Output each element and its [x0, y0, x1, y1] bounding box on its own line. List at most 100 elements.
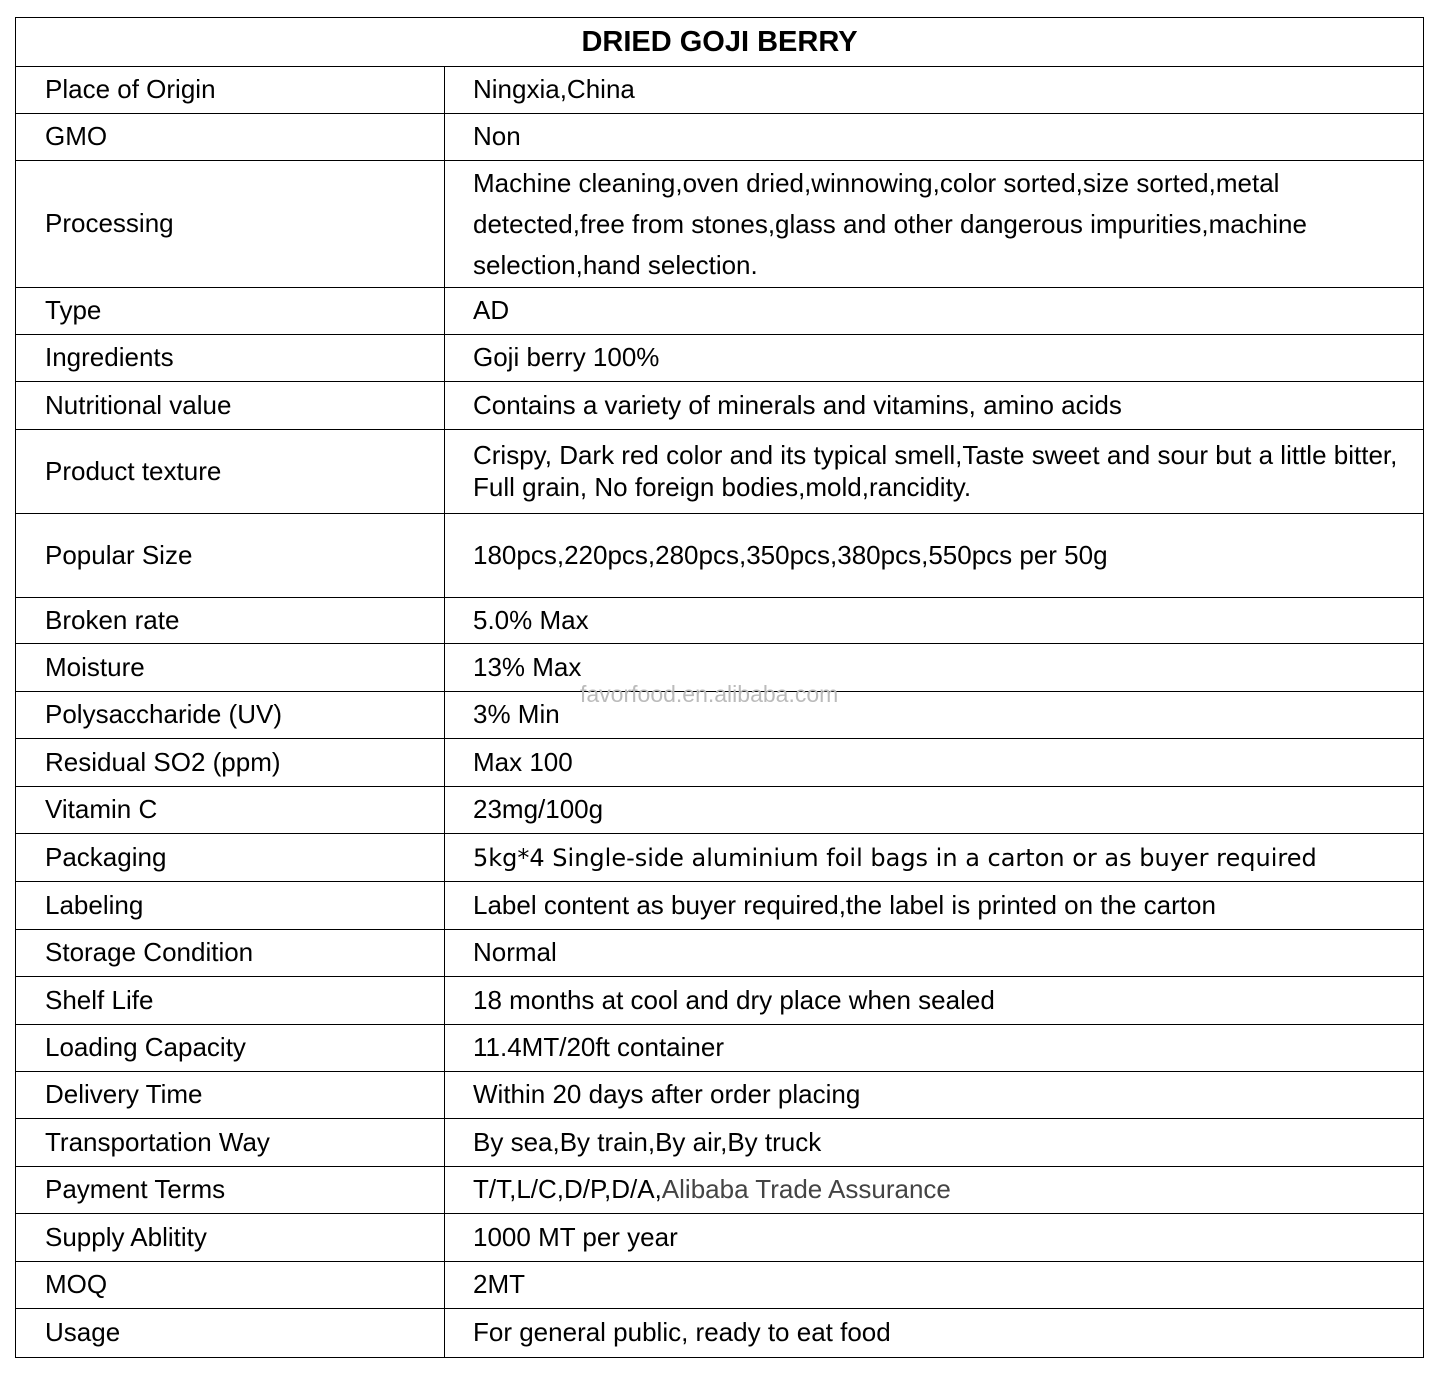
row-label: Packaging [15, 833, 445, 882]
spec-table: DRIED GOJI BERRY Place of Origin Ningxia,… [15, 17, 1424, 1358]
row-value: T/T,L/C,D/P,D/A,Alibaba Trade Assurance [444, 1166, 1424, 1214]
row-value: 1000 MT per year [444, 1213, 1424, 1262]
row-label: Residual SO2 (ppm) [15, 738, 445, 787]
table-row: Loading Capacity 11.4MT/20ft container [15, 1024, 1424, 1072]
table-row: Shelf Life 18 months at cool and dry plac… [15, 976, 1424, 1025]
table-title: DRIED GOJI BERRY [15, 17, 1424, 67]
table-row: Transportation Way By sea,By train,By air… [15, 1118, 1424, 1167]
trade-assurance-text: Alibaba Trade Assurance [661, 1174, 951, 1205]
row-label: Ingredients [15, 334, 445, 382]
row-label: Delivery Time [15, 1071, 445, 1119]
table-row: MOQ 2MT [15, 1261, 1424, 1309]
row-value-text: 23mg/100g [473, 794, 604, 825]
row-value-text: 5.0% Max [473, 604, 589, 635]
row-value-text: 2MT [473, 1269, 525, 1300]
row-value: 180pcs,220pcs,280pcs,350pcs,380pcs,550pc… [444, 513, 1424, 598]
row-value-text: 13% Max [473, 651, 582, 682]
row-value: 5kg*4 Single-side aluminium foil bags in… [444, 833, 1424, 882]
row-value-text: 5kg*4 Single-side aluminium foil bags in… [473, 843, 1317, 872]
table-row: Polysaccharide (UV) 3% Min [15, 691, 1424, 739]
row-label: Product texture [15, 429, 445, 514]
row-value-text: AD [473, 295, 510, 326]
row-value-text: Max 100 [473, 746, 573, 777]
row-value: Contains a variety of minerals and vitam… [444, 381, 1424, 430]
table-row: Vitamin C 23mg/100g [15, 786, 1424, 834]
row-value-text: Non [473, 121, 521, 152]
table-row: Product texture Crispy, Dark red color an… [15, 429, 1424, 514]
row-value-text: Contains a variety of minerals and vitam… [473, 389, 1122, 420]
table-row: Popular Size 180pcs,220pcs,280pcs,350pcs,… [15, 513, 1424, 598]
row-value: 13% Max [444, 643, 1424, 692]
row-label: Transportation Way [15, 1118, 445, 1167]
row-value-text: Within 20 days after order placing [473, 1079, 861, 1110]
row-value-text: T/T,L/C,D/P,D/A, [473, 1174, 662, 1205]
row-value-text: Ningxia,China [473, 74, 635, 105]
table-row: Payment Terms T/T,L/C,D/P,D/A,Alibaba Tra… [15, 1166, 1424, 1214]
table-row: Supply Ablitity 1000 MT per year [15, 1213, 1424, 1262]
table-row: Processing Machine cleaning,oven dried,wi… [15, 160, 1424, 288]
row-label: MOQ [15, 1261, 445, 1309]
row-value: 23mg/100g [444, 786, 1424, 834]
row-value-text: Normal [473, 937, 557, 968]
table-row: Delivery Time Within 20 days after order … [15, 1071, 1424, 1119]
table-row: Storage Condition Normal [15, 929, 1424, 977]
table-row: Broken rate 5.0% Max [15, 597, 1424, 644]
row-label: Payment Terms [15, 1166, 445, 1214]
row-value-text: 18 months at cool and dry place when sea… [473, 984, 995, 1015]
row-value: AD [444, 287, 1424, 335]
row-label: Place of Origin [15, 66, 445, 114]
row-value-text: By sea,By train,By air,By truck [473, 1126, 822, 1157]
row-label: Type [15, 287, 445, 335]
row-value: Crispy, Dark red color and its typical s… [444, 429, 1424, 514]
row-label: Moisture [15, 643, 445, 692]
row-label: Supply Ablitity [15, 1213, 445, 1262]
row-value: Goji berry 100% [444, 334, 1424, 382]
title-row: DRIED GOJI BERRY [15, 17, 1424, 67]
row-value: Non [444, 113, 1424, 161]
table-row: Packaging 5kg*4 Single-side aluminium foi… [15, 833, 1424, 882]
row-value: Label content as buyer required,the labe… [444, 881, 1424, 930]
table-row: Residual SO2 (ppm) Max 100 [15, 738, 1424, 787]
row-value: 5.0% Max [444, 597, 1424, 644]
table-row: Usage For general public, ready to eat fo… [15, 1308, 1424, 1358]
row-value: Normal [444, 929, 1424, 977]
row-value-text: 180pcs,220pcs,280pcs,350pcs,380pcs,550pc… [473, 539, 1108, 570]
row-value-text: 1000 MT per year [473, 1221, 678, 1252]
row-value: 18 months at cool and dry place when sea… [444, 976, 1424, 1025]
row-value: Max 100 [444, 738, 1424, 787]
row-label: Broken rate [15, 597, 445, 644]
table-row: Type AD [15, 287, 1424, 335]
row-label: Storage Condition [15, 929, 445, 977]
row-label: Shelf Life [15, 976, 445, 1025]
table-row: Nutritional value Contains a variety of m… [15, 381, 1424, 430]
row-label: Vitamin C [15, 786, 445, 834]
table-row: GMO Non [15, 113, 1424, 161]
row-value: Ningxia,China [444, 66, 1424, 114]
table-row: Place of Origin Ningxia,China [15, 66, 1424, 114]
row-value-text: 11.4MT/20ft container [473, 1032, 724, 1063]
row-value-text: Goji berry 100% [473, 342, 660, 373]
row-label: Labeling [15, 881, 445, 930]
row-value: For general public, ready to eat food [444, 1308, 1424, 1358]
row-label: Loading Capacity [15, 1024, 445, 1072]
row-value: Within 20 days after order placing [444, 1071, 1424, 1119]
table-row: Labeling Label content as buyer required,… [15, 881, 1424, 930]
table-row: Ingredients Goji berry 100% [15, 334, 1424, 382]
row-value-text: Machine cleaning,oven dried,winnowing,co… [473, 167, 1307, 280]
row-value: By sea,By train,By air,By truck [444, 1118, 1424, 1167]
row-label: Usage [15, 1308, 445, 1358]
row-value-text: Label content as buyer required,the labe… [473, 889, 1216, 920]
row-value: Machine cleaning,oven dried,winnowing,co… [444, 160, 1424, 288]
row-value-text: For general public, ready to eat food [473, 1317, 891, 1348]
row-value-text: 3% Min [473, 699, 560, 730]
row-label: Nutritional value [15, 381, 445, 430]
row-value: 11.4MT/20ft container [444, 1024, 1424, 1072]
row-label: Processing [15, 160, 445, 288]
row-value: 2MT [444, 1261, 1424, 1309]
row-label: Popular Size [15, 513, 445, 598]
row-label: Polysaccharide (UV) [15, 691, 445, 739]
row-value-text: Crispy, Dark red color and its typical s… [473, 440, 1398, 502]
row-label: GMO [15, 113, 445, 161]
row-value: 3% Min [444, 691, 1424, 739]
table-row: Moisture 13% Max [15, 643, 1424, 692]
